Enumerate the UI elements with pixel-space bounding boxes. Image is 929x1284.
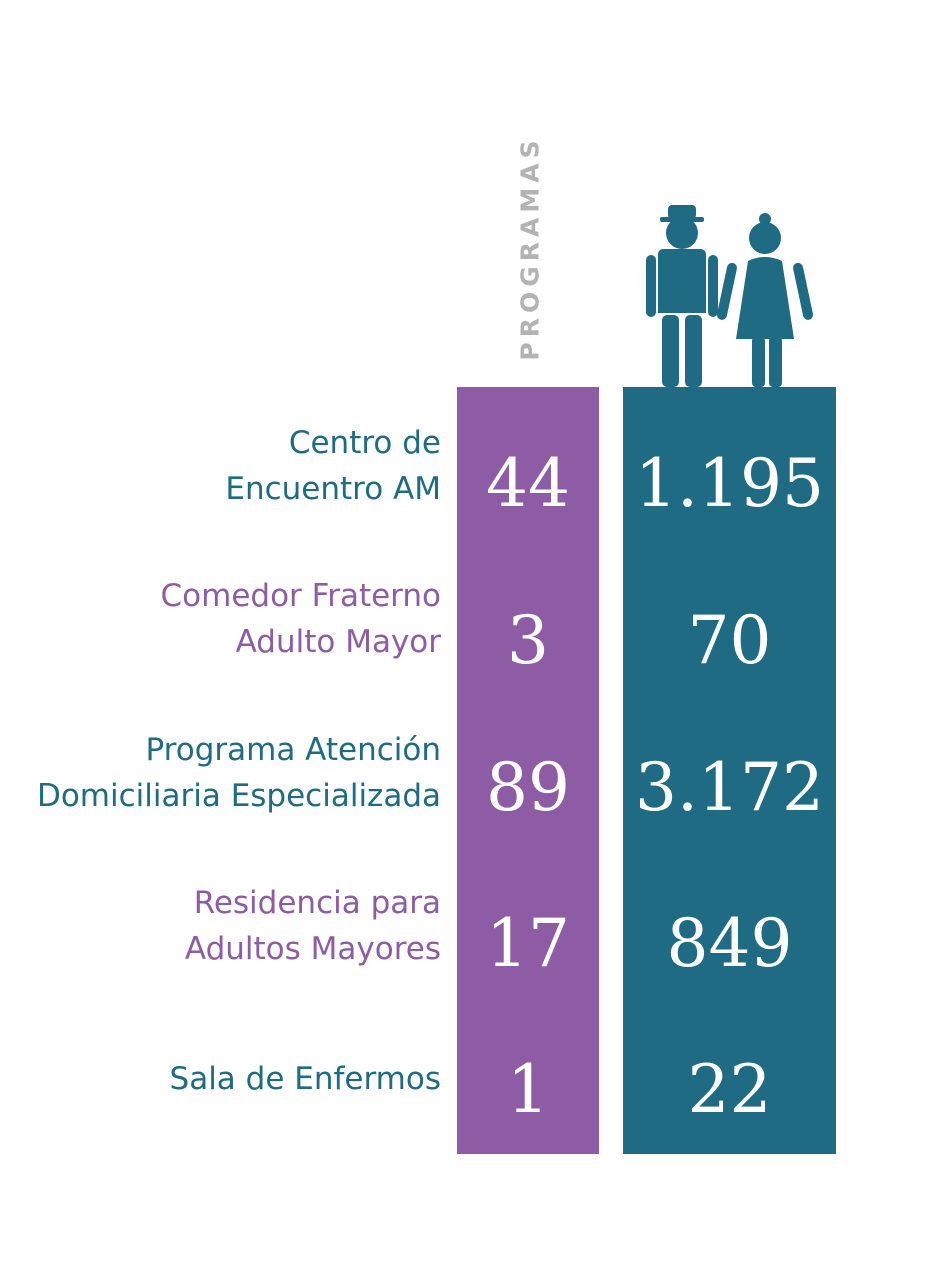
row-label-line1: Comedor Fraterno (160, 578, 441, 614)
programs-count: 44 (486, 445, 570, 522)
people-count: 3.172 (635, 749, 824, 826)
programs-count: 17 (486, 905, 570, 982)
row-label: Centro de Encuentro AM (225, 420, 441, 512)
people-count: 849 (666, 905, 793, 982)
people-count: 70 (687, 602, 772, 679)
row-label-line1: Centro de (288, 425, 441, 461)
people-bar (623, 387, 836, 1154)
row-label-line2: Adultos Mayores (184, 931, 441, 967)
programs-header-label: PROGRAMAS (515, 134, 545, 361)
elderly-couple-icon (646, 205, 814, 387)
programs-bar (457, 387, 599, 1154)
row-label: Sala de Enfermos (170, 1056, 441, 1102)
people-count: 22 (687, 1051, 772, 1128)
row-label-line2: Domiciliaria Especializada (36, 778, 441, 814)
programs-count: 3 (507, 602, 549, 679)
programs-count: 1 (507, 1051, 549, 1128)
row-label-line1: Programa Atención (145, 732, 441, 768)
row-label-line2: Encuentro AM (225, 471, 441, 507)
row-label: Comedor Fraterno Adulto Mayor (161, 573, 441, 665)
row-label-line1: Sala de Enfermos (169, 1061, 441, 1097)
row-label-line2: Adulto Mayor (235, 624, 441, 660)
row-label: Residencia para Adultos Mayores (185, 880, 441, 972)
programs-column-header: PROGRAMAS (510, 135, 550, 360)
programs-count: 89 (486, 749, 570, 826)
row-label-line1: Residencia para (193, 885, 441, 921)
row-label: Programa Atención Domiciliaria Especiali… (37, 727, 441, 819)
people-count: 1.195 (635, 445, 824, 522)
